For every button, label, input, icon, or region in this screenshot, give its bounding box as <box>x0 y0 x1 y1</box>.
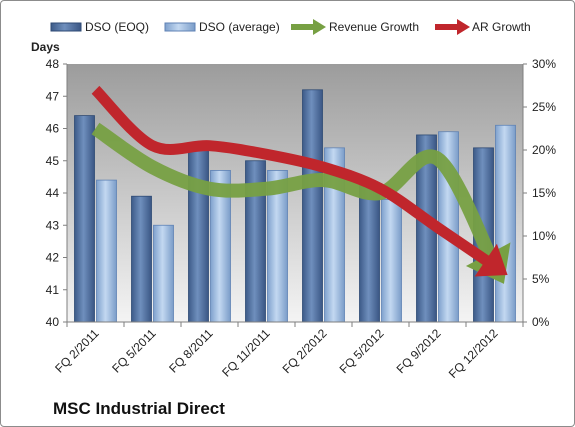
bar-dso-eoq <box>188 144 209 323</box>
y-tick-label: 48 <box>46 57 60 71</box>
bar-dso-average <box>153 224 174 323</box>
x-tick-label: FQ 11/2011 <box>219 326 273 380</box>
bar-dso-eoq <box>359 182 380 323</box>
x-tick-label: FQ 12/2012 <box>446 326 501 381</box>
legend-label-dso-eoq: DSO (EOQ) <box>85 20 149 34</box>
y2-tick-label: 30% <box>532 57 556 71</box>
y2-tick-label: 20% <box>532 143 556 157</box>
legend-label-revenue-growth: Revenue Growth <box>329 20 419 34</box>
y-tick-label: 43 <box>46 218 60 232</box>
y-tick-label: 45 <box>46 154 60 168</box>
y2-tick-label: 10% <box>532 229 556 243</box>
y-tick-label: 47 <box>46 89 60 103</box>
x-tick-label: FQ 5/2012 <box>337 326 387 376</box>
bar-dso-average <box>96 179 117 323</box>
ar-growth-line <box>91 85 498 271</box>
bar-dso-eoq <box>302 89 323 323</box>
x-tick-label: FQ 9/2012 <box>394 326 444 376</box>
bar-dso-eoq <box>131 195 152 323</box>
legend-label-dso-average: DSO (average) <box>199 20 280 34</box>
legend-label-ar-growth: AR Growth <box>472 20 531 34</box>
bar-dso-average <box>495 124 516 323</box>
bar-dso-eoq <box>74 115 95 323</box>
x-tick-label: FQ 2/2011 <box>52 326 102 376</box>
y-tick-label: 42 <box>46 251 60 265</box>
legend-arrowhead-revenue-growth <box>313 19 326 35</box>
x-tick-label: FQ 5/2011 <box>109 326 159 376</box>
x-tick-label: FQ 8/2011 <box>166 326 216 376</box>
y-tick-label: 41 <box>46 283 60 297</box>
y-axis-title: Days <box>31 40 60 54</box>
legend-swatch-dso-average <box>164 22 196 32</box>
y-tick-label: 40 <box>46 315 60 329</box>
y2-tick-label: 25% <box>532 100 556 114</box>
y-tick-label: 44 <box>46 186 60 200</box>
y-tick-label: 46 <box>46 122 60 136</box>
x-tick-label: FQ 2/2012 <box>280 326 330 376</box>
y2-tick-label: 5% <box>532 272 550 286</box>
y2-tick-label: 15% <box>532 186 556 200</box>
legend-swatch-dso-eoq <box>50 22 82 32</box>
legend-arrowhead-ar-growth <box>457 19 470 35</box>
revenue-growth-line <box>91 122 501 270</box>
bar-dso-average <box>381 199 402 323</box>
company-name: MSC Industrial Direct <box>53 399 225 418</box>
ar-growth-arrowhead <box>474 243 508 277</box>
y2-tick-label: 0% <box>532 315 550 329</box>
